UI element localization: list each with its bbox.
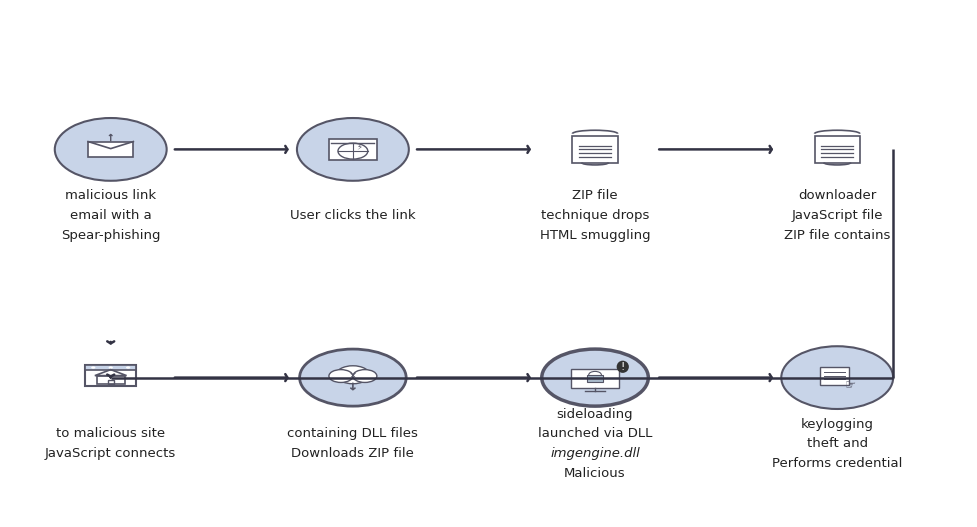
Text: ☞: ☞ xyxy=(845,379,856,393)
Text: malicious link: malicious link xyxy=(65,189,156,202)
Text: ZIP file: ZIP file xyxy=(573,189,617,202)
Circle shape xyxy=(329,369,353,383)
Text: Spear-phishing: Spear-phishing xyxy=(61,229,160,242)
Text: launched via DLL: launched via DLL xyxy=(538,427,653,441)
Text: keylogging: keylogging xyxy=(801,417,873,431)
FancyBboxPatch shape xyxy=(573,136,617,162)
Text: downloader: downloader xyxy=(798,189,876,202)
Text: ZIP file contains: ZIP file contains xyxy=(784,229,890,242)
Circle shape xyxy=(542,349,649,406)
Text: email with a: email with a xyxy=(69,209,151,222)
Text: ⚡: ⚡ xyxy=(357,142,362,151)
Text: sideloading: sideloading xyxy=(557,408,633,421)
Text: !: ! xyxy=(620,362,625,372)
Text: Performs credential: Performs credential xyxy=(772,457,903,470)
Text: ✕: ✕ xyxy=(349,370,357,380)
Text: Malicious: Malicious xyxy=(565,467,626,480)
Circle shape xyxy=(126,366,130,369)
FancyBboxPatch shape xyxy=(815,136,860,162)
Text: technique drops: technique drops xyxy=(541,209,650,222)
FancyBboxPatch shape xyxy=(85,366,136,386)
Ellipse shape xyxy=(782,346,893,409)
FancyBboxPatch shape xyxy=(329,139,377,160)
FancyBboxPatch shape xyxy=(85,366,136,369)
Ellipse shape xyxy=(55,118,167,181)
Text: imgengine.dll: imgengine.dll xyxy=(550,447,640,460)
FancyBboxPatch shape xyxy=(587,375,603,382)
Circle shape xyxy=(336,366,369,384)
Text: Downloads ZIP file: Downloads ZIP file xyxy=(291,447,414,460)
Text: containing DLL files: containing DLL files xyxy=(287,427,418,441)
Text: JavaScript connects: JavaScript connects xyxy=(45,447,176,460)
Circle shape xyxy=(353,369,377,383)
Circle shape xyxy=(91,366,96,369)
Text: HTML smuggling: HTML smuggling xyxy=(539,229,651,242)
Text: to malicious site: to malicious site xyxy=(56,427,165,441)
Circle shape xyxy=(300,349,406,406)
Text: User clicks the link: User clicks the link xyxy=(290,209,415,222)
Text: JavaScript file: JavaScript file xyxy=(791,209,883,222)
FancyBboxPatch shape xyxy=(88,142,134,157)
Circle shape xyxy=(108,366,113,369)
FancyBboxPatch shape xyxy=(820,367,849,385)
Ellipse shape xyxy=(297,118,408,181)
Text: theft and: theft and xyxy=(807,437,868,450)
FancyBboxPatch shape xyxy=(572,369,619,388)
